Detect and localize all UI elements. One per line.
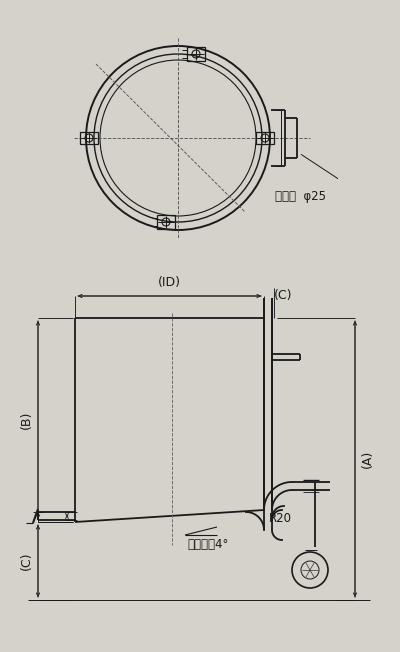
Text: 平鏡傾斜4°: 平鏡傾斜4°: [187, 538, 228, 551]
Text: 持ち手  φ25: 持ち手 φ25: [275, 190, 326, 203]
Bar: [80, 132, 98, 144]
Text: (A): (A): [360, 450, 374, 468]
Bar: [187, 47, 205, 61]
Bar: [256, 132, 274, 144]
Text: (ID): (ID): [158, 276, 181, 289]
Text: R20: R20: [269, 512, 292, 525]
Text: (C): (C): [274, 289, 292, 303]
Bar: [157, 215, 175, 229]
Text: (C): (C): [20, 552, 32, 570]
Text: (B): (B): [20, 411, 32, 429]
